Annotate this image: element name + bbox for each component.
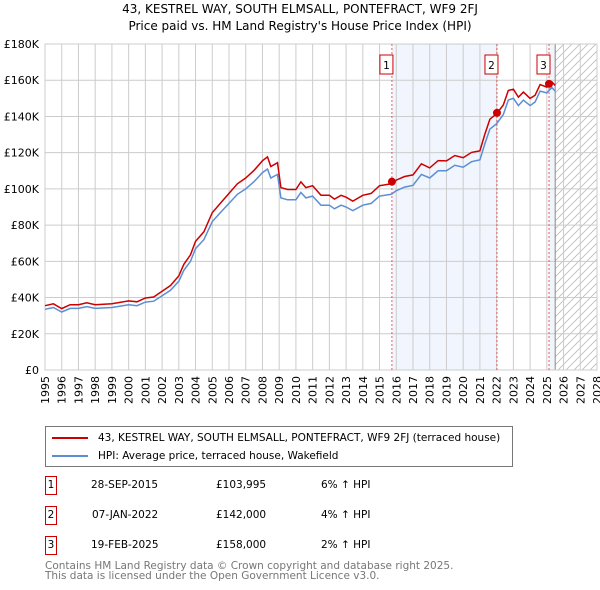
x-tick-label: 2027: [574, 376, 587, 404]
y-tick-label: £140K: [4, 110, 40, 123]
y-tick-label: £160K: [4, 74, 40, 87]
x-tick-label: 1998: [89, 376, 102, 404]
sale-label: 1: [383, 60, 390, 72]
sale-price: £158,000: [216, 539, 267, 551]
x-tick-label: 2025: [541, 376, 554, 404]
sale-point: [387, 177, 396, 186]
x-tick-label: 2020: [457, 376, 470, 404]
x-tick-label: 2026: [558, 376, 571, 404]
x-tick-label: 2018: [424, 376, 437, 404]
x-tick-label: 2007: [240, 376, 253, 404]
y-tick-label: £120K: [4, 147, 40, 160]
footer-licence: This data is licensed under the Open Gov…: [45, 570, 380, 582]
shaded-period: [548, 44, 556, 370]
legend-price-swatch: [52, 437, 88, 439]
x-tick-label: 2010: [290, 376, 303, 404]
legend-hpi-swatch: [52, 455, 88, 457]
chart-plot: 1995 1996 1997 1998 1999 2000 2001 2002 2003 2004…: [4, 38, 600, 404]
x-tick-label: 2016: [390, 376, 403, 404]
sale-row-2: 2 07-JAN-2022 £142,000 4% ↑ HPI: [45, 506, 445, 526]
x-tick-label: 2006: [223, 376, 236, 404]
sale-label-box: [379, 54, 394, 75]
x-tick-label: 1999: [106, 376, 119, 404]
x-tick-label: 2023: [507, 376, 520, 404]
y-tick-label: £20K: [11, 328, 40, 341]
sale-row-3: 3 19-FEB-2025 £158,000 2% ↑ HPI: [45, 536, 445, 556]
x-tick-label: 2003: [173, 376, 186, 404]
x-tick-label: 2014: [357, 376, 370, 404]
x-tick-label: 2022: [491, 376, 504, 404]
x-tick-label: 2021: [474, 376, 487, 404]
x-tick-label: 2001: [139, 376, 152, 404]
x-tick-label: 1995: [39, 376, 52, 404]
sale-date: 19-FEB-2025: [91, 539, 159, 551]
sale-hpi: 4% ↑ HPI: [321, 509, 371, 521]
plot-border: [44, 43, 598, 371]
legend-hpi-label: HPI: Average price, terraced house, Wake…: [98, 450, 339, 462]
sale-badge: 2: [45, 506, 57, 525]
x-tick-label: 2009: [273, 376, 286, 404]
price-line: [44, 80, 556, 310]
forecast-hatch: [555, 44, 597, 370]
x-tick-label: 2024: [524, 376, 537, 404]
sale-label: 3: [540, 60, 547, 72]
y-tick-label: £80K: [11, 219, 40, 232]
y-tick-label: £180K: [4, 38, 40, 51]
y-tick-label: £0: [25, 364, 39, 377]
shaded-period: [391, 44, 497, 370]
x-tick-label: 2011: [307, 376, 320, 404]
chart-subtitle: Price paid vs. HM Land Registry's House …: [128, 19, 472, 33]
x-tick-label: 2012: [323, 376, 336, 404]
x-tick-label: 2000: [123, 376, 136, 404]
y-tick-label: £40K: [11, 292, 40, 305]
sale-badge: 1: [45, 476, 57, 495]
sale-price: £103,995: [216, 479, 267, 491]
x-tick-label: 2015: [374, 376, 387, 404]
y-tick-label: £60K: [11, 255, 40, 268]
x-tick-label: 2017: [407, 376, 420, 404]
x-tick-label: 2019: [440, 376, 453, 404]
x-tick-label: 2028: [591, 376, 600, 404]
sale-date: 07-JAN-2022: [92, 509, 159, 521]
x-tick-label: 1996: [56, 376, 69, 404]
y-tick-label: £100K: [4, 183, 40, 196]
hpi-line: [44, 86, 556, 313]
sale-badge: 3: [45, 536, 57, 555]
x-tick-label: 2005: [206, 376, 219, 404]
x-tick-label: 2004: [190, 376, 203, 404]
sale-label: 2: [488, 60, 495, 72]
footer-copyright: Contains HM Land Registry data © Crown c…: [45, 560, 454, 572]
sale-label-box: [484, 54, 499, 75]
x-tick-label: 1997: [72, 376, 85, 404]
sale-point: [492, 108, 501, 117]
sale-hpi: 6% ↑ HPI: [321, 479, 371, 491]
sale-point: [544, 79, 553, 88]
sale-hpi: 2% ↑ HPI: [321, 539, 371, 551]
sale-date: 28-SEP-2015: [91, 479, 159, 491]
sale-row-1: 1 28-SEP-2015 £103,995 6% ↑ HPI: [45, 476, 445, 496]
sale-label-box: [536, 54, 551, 75]
x-tick-label: 2008: [256, 376, 269, 404]
chart-title: 43, KESTREL WAY, SOUTH ELMSALL, PONTEFRA…: [122, 2, 478, 16]
legend: 43, KESTREL WAY, SOUTH ELMSALL, PONTEFRA…: [45, 426, 513, 467]
legend-price-label: 43, KESTREL WAY, SOUTH ELMSALL, PONTEFRA…: [98, 432, 501, 444]
sale-price: £142,000: [216, 509, 267, 521]
x-tick-label: 2002: [156, 376, 169, 404]
x-tick-label: 2013: [340, 376, 353, 404]
